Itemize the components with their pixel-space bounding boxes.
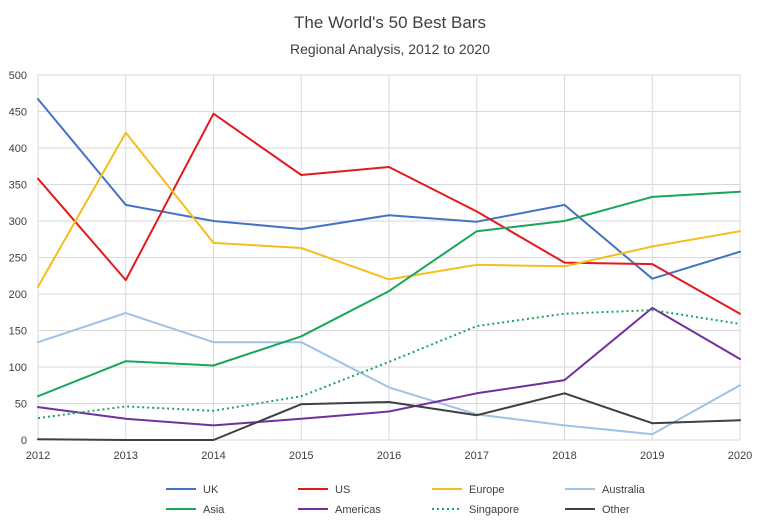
y-tick-label: 100 <box>9 362 27 374</box>
x-axis-ticks: 2012 2013 2014 2015 2016 2017 2018 2019 2020 <box>26 450 752 462</box>
y-tick-label: 400 <box>9 143 27 155</box>
series-line-us <box>37 112 741 315</box>
legend-label-other: Other <box>602 504 630 516</box>
legend: UK US Europe Australia Asia Americas Singapore… <box>166 484 646 516</box>
series-line-singapore <box>37 309 741 420</box>
series-line-australia <box>37 312 741 436</box>
chart-title: The World's 50 Best Bars <box>294 13 486 32</box>
series-line-other <box>37 392 741 441</box>
series-lines <box>37 98 741 441</box>
legend-label-europe: Europe <box>469 484 504 496</box>
x-tick-label: 2015 <box>289 450 313 462</box>
gridlines <box>37 74 741 441</box>
y-tick-label: 50 <box>15 399 27 411</box>
x-tick-label: 2013 <box>114 450 138 462</box>
x-tick-label: 2012 <box>26 450 50 462</box>
y-tick-label: 250 <box>9 253 27 265</box>
y-tick-label: 0 <box>21 435 27 447</box>
x-tick-label: 2016 <box>377 450 401 462</box>
series-line-americas <box>37 306 741 427</box>
plot-area-border <box>37 74 741 441</box>
series-line-asia <box>37 190 741 398</box>
legend-label-singapore: Singapore <box>469 504 519 516</box>
y-tick-label: 150 <box>9 326 27 338</box>
x-tick-label: 2020 <box>728 450 752 462</box>
legend-label-asia: Asia <box>203 504 225 516</box>
y-tick-label: 450 <box>9 107 27 119</box>
legend-label-uk: UK <box>203 484 219 496</box>
legend-label-americas: Americas <box>335 504 381 516</box>
y-tick-label: 350 <box>9 180 27 192</box>
y-axis-ticks: 0 50 100 150 200 250 300 350 400 450 500 <box>9 70 27 447</box>
x-tick-label: 2019 <box>640 450 664 462</box>
series-line-europe <box>37 131 741 288</box>
y-tick-label: 200 <box>9 289 27 301</box>
legend-label-australia: Australia <box>602 484 646 496</box>
x-tick-label: 2014 <box>201 450 225 462</box>
y-tick-label: 500 <box>9 70 27 82</box>
x-tick-label: 2017 <box>465 450 489 462</box>
chart-subtitle: Regional Analysis, 2012 to 2020 <box>290 41 490 57</box>
y-tick-label: 300 <box>9 216 27 228</box>
legend-label-us: US <box>335 484 350 496</box>
x-tick-label: 2018 <box>552 450 576 462</box>
